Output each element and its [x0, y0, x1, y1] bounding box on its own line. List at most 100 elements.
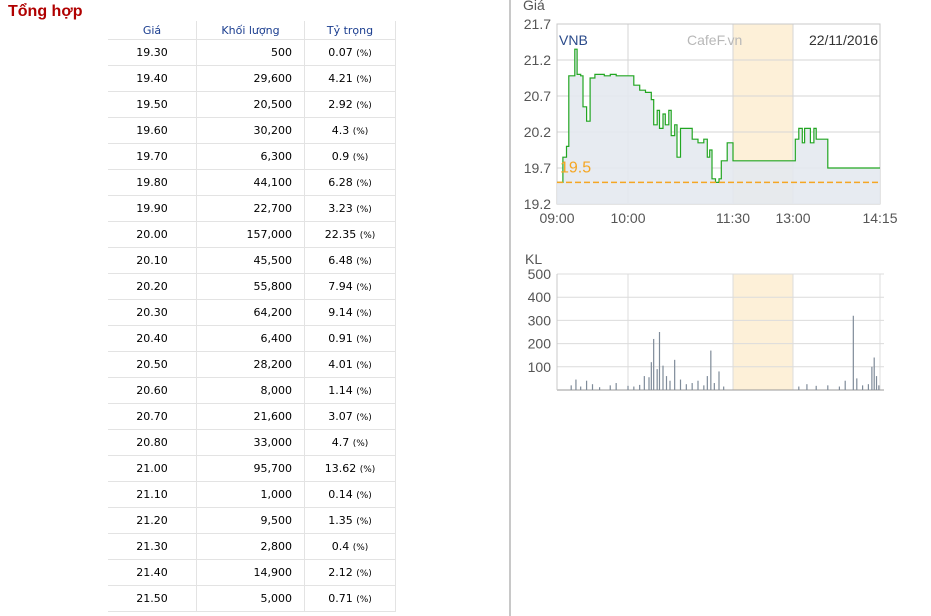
price-cell: 20.30	[108, 299, 197, 326]
ratio-unit: (%)	[356, 595, 372, 605]
ratio-value: 13.62	[324, 462, 357, 475]
ratio-unit: (%)	[356, 569, 372, 579]
ratio-cell: 6.28 (%)	[304, 169, 396, 196]
volume-bar	[609, 385, 611, 390]
volume-cell: 5,000	[196, 585, 305, 612]
volume-cell: 33,000	[196, 429, 305, 456]
ratio-cell: 7.94 (%)	[304, 273, 396, 300]
volume-bar	[875, 376, 878, 390]
volume-tick-label: 400	[528, 289, 552, 305]
ratio-unit: (%)	[356, 517, 372, 527]
volume-cell: 500	[196, 39, 305, 66]
volume-bar	[615, 383, 617, 390]
volume-tick-label: 500	[528, 266, 552, 282]
volume-bar	[653, 338, 655, 390]
volume-bar	[591, 384, 594, 390]
price-tick-label: 19.2	[524, 196, 551, 212]
ratio-unit: (%)	[356, 75, 372, 85]
price-cell: 19.30	[108, 39, 197, 66]
ratio-cell: 4.01 (%)	[304, 351, 396, 378]
volume-cell: 95,700	[196, 455, 305, 482]
volume-bar	[862, 385, 864, 390]
price-cell: 19.70	[108, 143, 197, 170]
volume-chart: 500 400 300 200 100 KL	[525, 251, 884, 391]
volume-cell: 2,800	[196, 533, 305, 560]
volume-tick-label: 300	[528, 312, 552, 328]
table-row: 20.60 8,000 1.14 (%)	[108, 377, 396, 404]
price-cell: 19.60	[108, 117, 197, 144]
volume-bar	[648, 377, 650, 390]
volume-bar	[856, 378, 858, 390]
price-cell: 20.00	[108, 221, 197, 248]
volume-bar	[703, 385, 705, 390]
ratio-unit: (%)	[356, 309, 372, 319]
volume-bar	[798, 386, 800, 390]
volume-bar	[575, 379, 577, 390]
ratio-unit: (%)	[359, 465, 376, 475]
volume-bar	[844, 380, 846, 390]
price-tick-label: 19.7	[524, 160, 551, 176]
volume-cell: 157,000	[196, 221, 305, 248]
price-cell: 21.40	[108, 559, 197, 586]
volume-bar	[599, 387, 601, 390]
ratio-value: 0.91	[328, 332, 353, 345]
ratio-cell: 4.7 (%)	[304, 429, 396, 456]
ratio-unit: (%)	[356, 179, 372, 189]
ratio-value: 9.14	[328, 306, 353, 319]
table-row: 19.30 500 0.07 (%)	[108, 39, 396, 66]
volume-bar	[838, 386, 840, 390]
ratio-cell: 2.12 (%)	[304, 559, 396, 586]
ratio-unit: (%)	[356, 101, 372, 111]
price-cell: 21.00	[108, 455, 197, 482]
table-row: 19.50 20,500 2.92 (%)	[108, 91, 396, 118]
table-body: 19.30 500 0.07 (%) 19.40 29,600 4.21 (%) 19.50…	[108, 39, 396, 612]
price-cell: 20.60	[108, 377, 197, 404]
table-row: 20.40 6,400 0.91 (%)	[108, 325, 396, 352]
volume-cell: 14,900	[196, 559, 305, 586]
volume-bar	[697, 380, 699, 390]
time-tick-label: 13:00	[775, 210, 810, 226]
volume-cell: 6,400	[196, 325, 305, 352]
volume-bar	[570, 385, 572, 390]
volume-bar	[633, 386, 635, 390]
ratio-cell: 1.35 (%)	[304, 507, 396, 534]
ratio-unit: (%)	[359, 231, 376, 241]
price-tick-label: 21.2	[524, 52, 551, 68]
price-cell: 20.20	[108, 273, 197, 300]
page-title: Tổng hợp	[8, 3, 83, 20]
volume-cell: 28,200	[196, 351, 305, 378]
volume-bar	[627, 385, 629, 390]
volume-bar	[685, 384, 687, 390]
ratio-unit: (%)	[356, 335, 372, 345]
ratio-value: 6.28	[328, 176, 353, 189]
volume-bar	[827, 385, 829, 390]
table-row: 21.50 5,000 0.71 (%)	[108, 585, 396, 612]
volume-bar	[710, 350, 712, 390]
price-volume-table: Giá Khối lượng Tỷ trọng 19.30 500 0.07 (%)…	[108, 21, 396, 612]
volume-bar	[669, 380, 671, 390]
table-row: 21.40 14,900 2.12 (%)	[108, 559, 396, 586]
ratio-cell: 13.62 (%)	[304, 455, 396, 482]
price-cell: 21.50	[108, 585, 197, 612]
volume-bar	[867, 384, 869, 390]
volume-cell: 44,100	[196, 169, 305, 196]
ratio-value: 2.12	[328, 566, 353, 579]
watermark: CafeF.vn	[687, 32, 742, 48]
time-tick-label: 09:00	[539, 210, 574, 226]
ratio-unit: (%)	[352, 439, 369, 449]
volume-bar	[674, 359, 676, 390]
price-tick-label: 20.7	[524, 88, 551, 104]
volume-cell: 8,000	[196, 377, 305, 404]
price-tick-label: 21.7	[524, 16, 551, 32]
ratio-value: 0.9	[331, 150, 350, 163]
ratio-cell: 2.92 (%)	[304, 91, 396, 118]
symbol-label: VNB	[559, 32, 588, 48]
ratio-cell: 22.35 (%)	[304, 221, 396, 248]
volume-bar	[658, 332, 661, 390]
volume-bar	[691, 383, 693, 390]
price-cell: 21.10	[108, 481, 197, 508]
volume-cell: 45,500	[196, 247, 305, 274]
volume-break-band	[733, 274, 793, 390]
price-cell: 20.70	[108, 403, 197, 430]
price-chart: 19.5 21.7 21.2 20.7 20.2 19.7 19.209:00 10:00 11…	[523, 0, 898, 226]
